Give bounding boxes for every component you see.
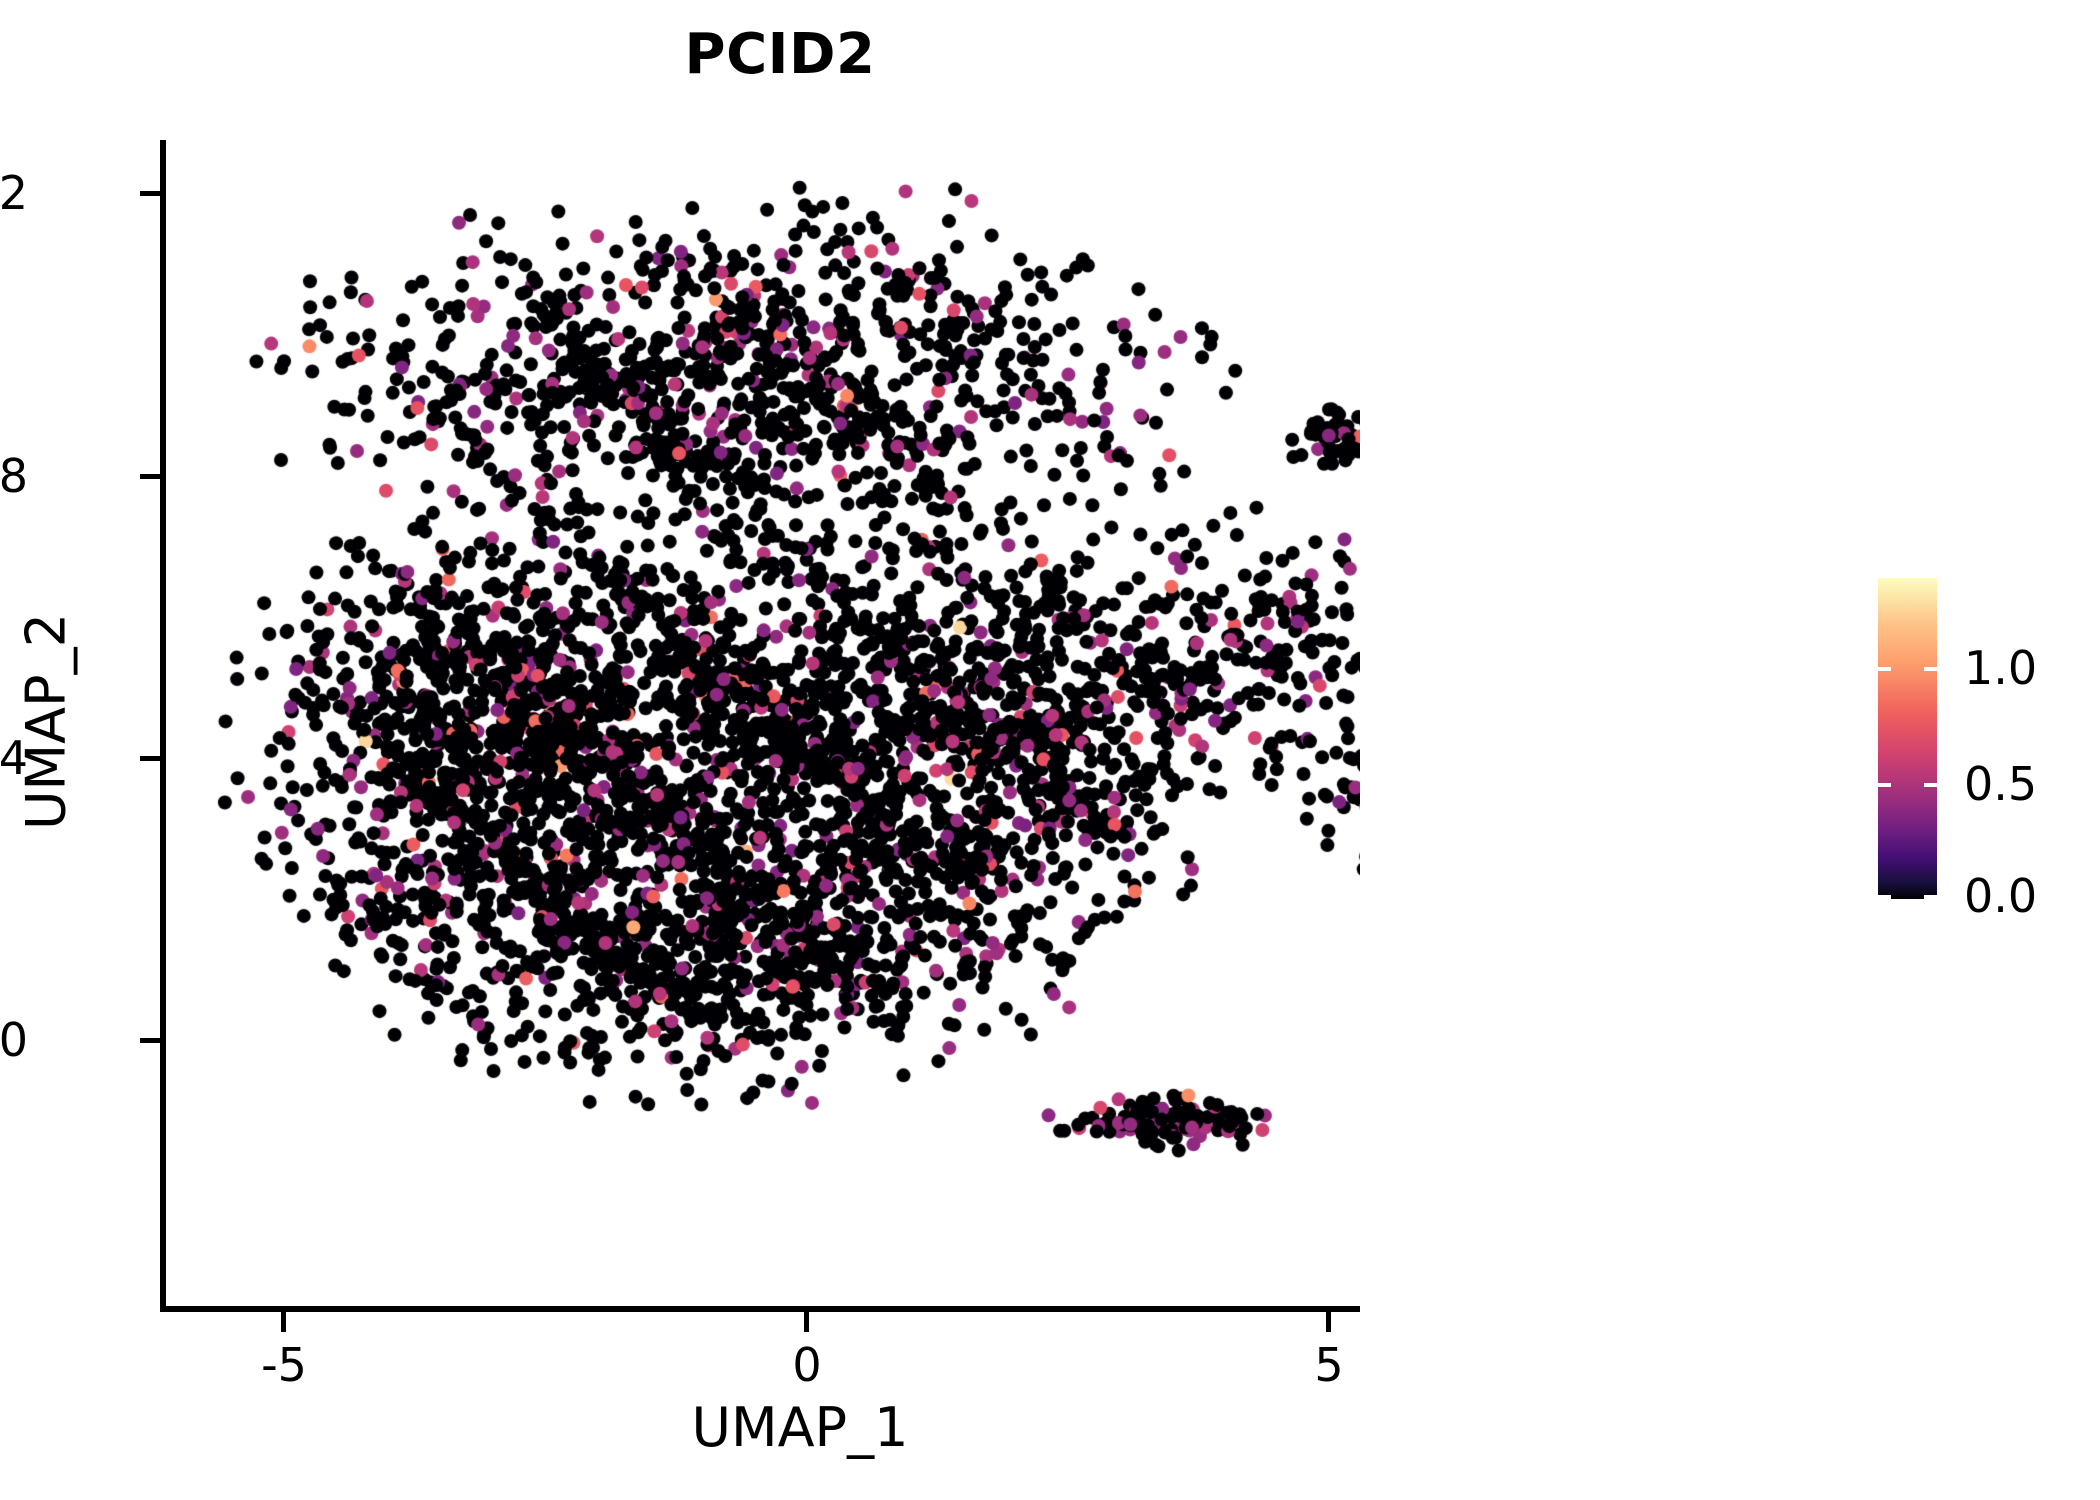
page-title: PCID2 bbox=[684, 22, 876, 87]
colorbar-tick-mark-1p0-right bbox=[1924, 667, 1937, 671]
y-axis-label: UMAP_2 bbox=[14, 613, 78, 830]
y-tick-label-8: 8 bbox=[0, 449, 28, 503]
y-tick-label-0: 0 bbox=[0, 1013, 28, 1067]
x-tick-mark-neg5 bbox=[281, 1312, 286, 1332]
y-tick-mark-8 bbox=[140, 474, 160, 479]
y-tick-mark-12 bbox=[140, 191, 160, 196]
colorbar-tick-mark-1p0-left bbox=[1878, 667, 1891, 671]
y-tick-label-4: 4 bbox=[0, 731, 28, 785]
x-tick-label-5: 5 bbox=[1314, 1338, 1344, 1392]
y-tick-mark-4 bbox=[140, 756, 160, 761]
colorbar-tick-mark-0p0-left bbox=[1878, 895, 1891, 899]
x-tick-mark-5 bbox=[1326, 1312, 1331, 1332]
colorbar-tick-mark-0p5-right bbox=[1924, 783, 1937, 787]
colorbar-label-1p0: 1.0 bbox=[1964, 641, 2038, 695]
x-tick-label-neg5: -5 bbox=[261, 1338, 307, 1392]
scatter-plot-canvas bbox=[160, 140, 1360, 1308]
colorbar-label-0p0: 0.0 bbox=[1964, 869, 2038, 923]
colorbar-tick-mark-0p5-left bbox=[1878, 783, 1891, 787]
x-axis-label: UMAP_1 bbox=[691, 1396, 909, 1459]
x-axis-spine bbox=[160, 1306, 1360, 1312]
y-tick-label-12: 12 bbox=[0, 166, 28, 220]
colorbar-label-0p5: 0.5 bbox=[1964, 757, 2038, 811]
colorbar-gradient bbox=[1878, 578, 1937, 899]
x-tick-label-0: 0 bbox=[792, 1338, 822, 1392]
colorbar-tick-mark-0p0-right bbox=[1924, 895, 1937, 899]
colorbar-legend: 1.0 0.5 0.0 bbox=[1878, 578, 2078, 923]
y-tick-mark-0 bbox=[140, 1038, 160, 1043]
x-tick-mark-0 bbox=[804, 1312, 809, 1332]
